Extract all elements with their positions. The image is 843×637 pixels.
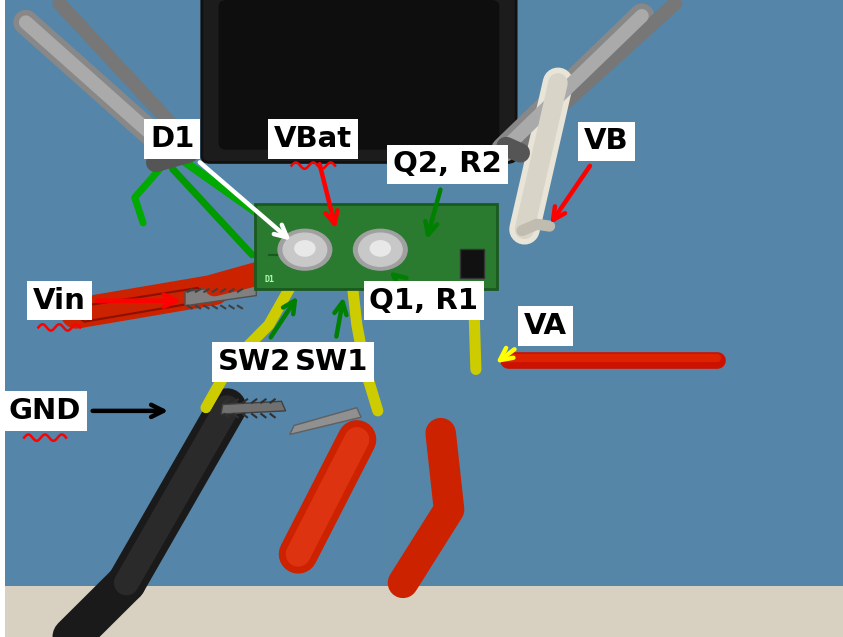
Text: VBat: VBat (274, 125, 352, 224)
Text: Q1, R1: Q1, R1 (369, 275, 479, 315)
Circle shape (283, 233, 327, 266)
Text: GND: GND (9, 397, 164, 425)
Text: D1: D1 (150, 125, 287, 238)
Polygon shape (221, 401, 286, 414)
Polygon shape (76, 288, 206, 322)
Circle shape (295, 241, 315, 256)
Text: Q2, R2: Q2, R2 (393, 150, 502, 234)
FancyBboxPatch shape (255, 204, 497, 289)
Circle shape (278, 229, 331, 270)
Polygon shape (290, 408, 361, 434)
Text: SW2: SW2 (218, 301, 295, 376)
Text: Vin: Vin (33, 287, 176, 315)
FancyBboxPatch shape (5, 586, 843, 637)
Text: D1: D1 (265, 275, 275, 283)
FancyBboxPatch shape (460, 249, 484, 278)
Circle shape (370, 241, 390, 256)
Polygon shape (185, 282, 256, 306)
Circle shape (358, 233, 402, 266)
Text: VB: VB (553, 127, 629, 220)
Text: VA: VA (500, 312, 567, 360)
Circle shape (353, 229, 407, 270)
Text: SW1: SW1 (295, 302, 368, 376)
FancyBboxPatch shape (5, 0, 843, 637)
FancyBboxPatch shape (218, 0, 499, 150)
FancyBboxPatch shape (201, 0, 516, 162)
